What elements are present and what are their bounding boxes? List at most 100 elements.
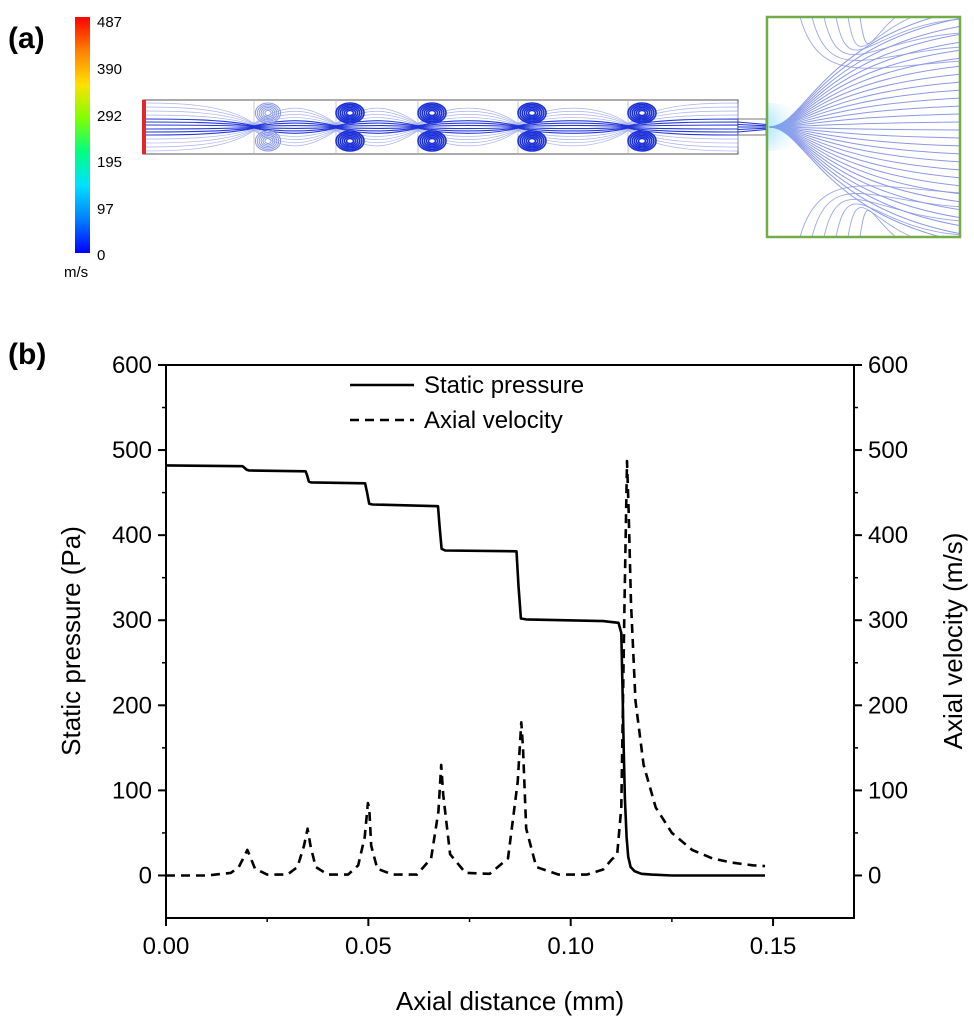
recirculation-vortex xyxy=(417,102,447,124)
y2-axis-title: Axial velocity (m/s) xyxy=(938,533,968,750)
recirculation-vortex xyxy=(419,103,445,123)
nozzle-streamline xyxy=(737,127,768,130)
colorbar-tick-label: 0 xyxy=(97,247,105,264)
recirculation-vortex xyxy=(254,102,282,124)
line-chart: 0.00 0.05 0.10 0.15 0 100 200 300 400 500 600 0 10… xyxy=(56,352,968,1016)
entrained-streamline xyxy=(811,193,960,237)
entrained-streamline xyxy=(811,17,960,61)
recirculation-vortex xyxy=(637,109,647,117)
nozzle-streamline xyxy=(737,124,768,127)
colorbar-tick-label: 292 xyxy=(97,108,122,125)
recirculation-vortex xyxy=(627,102,657,124)
recirculation-vortex xyxy=(425,136,439,146)
outlet-box-border xyxy=(765,15,962,239)
colorbar: 487 390 292 195 97 0 m/s xyxy=(64,14,122,281)
y-tick-label: 600 xyxy=(112,352,152,379)
entrained-streamline xyxy=(847,17,914,47)
y-tick-label: 100 xyxy=(112,777,152,804)
y-tick-label: 200 xyxy=(112,692,152,719)
recirculation-vortex xyxy=(635,136,649,146)
recirculation-vortex xyxy=(421,105,443,121)
y2-tick-label: 100 xyxy=(868,777,908,804)
y2-tick-label: 400 xyxy=(868,522,908,549)
recirculation-vortex xyxy=(521,133,543,149)
entrained-streamline xyxy=(799,185,960,237)
entrained-streamline xyxy=(823,198,960,237)
entrained-streamline xyxy=(823,17,960,56)
recirculation-vortex xyxy=(527,137,537,145)
recirculation-vortex xyxy=(260,107,276,119)
nozzle-streamline xyxy=(737,121,768,126)
y-tick-label: 500 xyxy=(112,437,152,464)
entrained-streamline xyxy=(847,207,914,237)
entrained-streamline xyxy=(799,17,960,69)
series-line-static-pressure xyxy=(166,464,765,877)
recirculation-vortex xyxy=(262,136,274,146)
recirculation-vortex xyxy=(260,135,276,147)
recirculation-vortex xyxy=(256,104,280,122)
entrained-streamline xyxy=(835,203,960,237)
recirculation-vortex xyxy=(635,108,649,118)
recirculation-vortex xyxy=(629,131,655,151)
recirculation-vortex xyxy=(423,106,441,120)
y-tick-label: 0 xyxy=(139,862,152,889)
recirculation-vortex xyxy=(525,136,539,146)
recirculation-vortex xyxy=(427,137,437,145)
recirculation-vortex xyxy=(258,133,278,149)
series-line-axial-velocity xyxy=(166,459,766,877)
recirculation-vortex xyxy=(523,106,541,120)
recirculation-vortex xyxy=(341,134,359,148)
y2-tick-label: 200 xyxy=(868,692,908,719)
y2-tick-label: 0 xyxy=(868,862,881,889)
recirculation-vortex xyxy=(525,108,539,118)
recirculation-vortex xyxy=(256,132,280,150)
recirculation-vortex xyxy=(517,102,547,124)
legend: Static pressure Axial velocity xyxy=(350,372,584,434)
recirculation-vortex xyxy=(258,105,278,121)
colorbar-ticks: 487 390 292 195 97 0 xyxy=(97,14,122,264)
recirculation-vortex xyxy=(425,108,439,118)
recirculation-vortex xyxy=(335,102,365,124)
entrained-streamline xyxy=(859,17,897,44)
recirculation-vortex xyxy=(527,109,537,117)
recirculation-vortex xyxy=(339,105,361,121)
recirculation-vortex xyxy=(631,105,653,121)
recirculation-vortex xyxy=(335,130,365,152)
recirculation-vortex xyxy=(633,106,651,120)
inlet-boundary xyxy=(142,100,146,154)
y2-tick-label: 600 xyxy=(868,352,908,379)
recirculation-vortex xyxy=(417,130,447,152)
legend-label-static-pressure: Static pressure xyxy=(424,372,584,399)
recirculation-vortex xyxy=(337,103,363,123)
entrained-streamline xyxy=(835,17,960,51)
recirculation-vortex xyxy=(633,134,651,148)
recirculation-vortex xyxy=(262,108,274,118)
plot-frame xyxy=(165,364,855,919)
y2-tick-label: 300 xyxy=(868,607,908,634)
recirculation-vortex xyxy=(637,137,647,145)
x-axis-title: Axial distance (mm) xyxy=(396,986,624,1016)
recirculation-vortex xyxy=(339,133,361,149)
colorbar-tick-label: 195 xyxy=(97,154,122,171)
recirculation-vortex xyxy=(264,138,272,144)
channel-streamline xyxy=(142,124,766,128)
recirculation-vortex xyxy=(421,133,443,149)
colorbar-tick-label: 487 xyxy=(97,14,122,31)
nozzle-streamline xyxy=(737,128,768,133)
recirculation-vortex xyxy=(629,103,655,123)
entrained-streamline xyxy=(859,210,897,237)
recirculation-vortex xyxy=(254,130,282,152)
recirculation-vortex xyxy=(337,131,363,151)
outlet-region xyxy=(767,17,960,237)
recirculation-vortex xyxy=(345,137,355,145)
recirculation-vortex xyxy=(423,134,441,148)
recirculation-vortex xyxy=(264,110,272,116)
x-tick-label: 0.00 xyxy=(143,933,190,960)
recirculation-vortex xyxy=(519,103,545,123)
channel-streamlines xyxy=(142,99,768,155)
colorbar-unit: m/s xyxy=(64,264,88,281)
colorbar-tick-label: 97 xyxy=(97,201,114,218)
recirculation-vortex xyxy=(517,130,547,152)
jet-core xyxy=(767,103,810,151)
